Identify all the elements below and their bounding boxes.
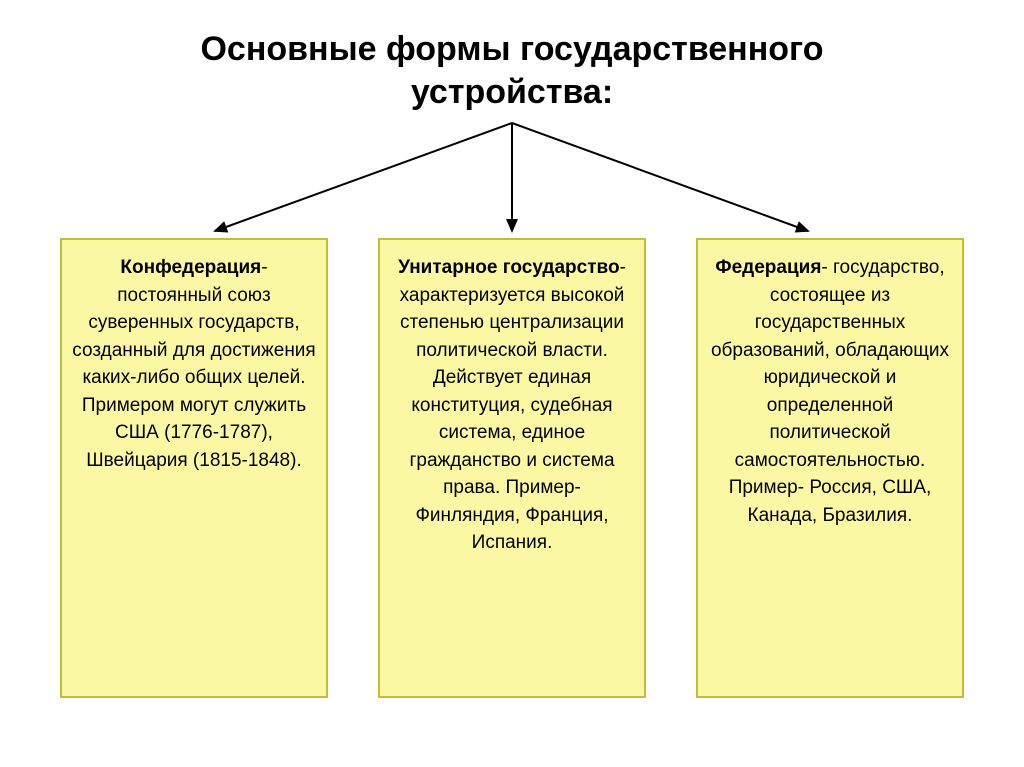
body-unitary: - характеризуется высокой степенью центр… xyxy=(400,257,626,553)
box-confederation: Конфедерация- постоянный союз суверенных… xyxy=(60,238,328,698)
box-unitary: Унитарное государство- характеризуется в… xyxy=(378,238,646,698)
term-federation: Федерация xyxy=(715,257,821,278)
branch-arrows xyxy=(0,113,1024,233)
title-line-2: устройства: xyxy=(411,73,613,111)
boxes-row: Конфедерация- постоянный союз суверенных… xyxy=(0,238,1024,698)
arrow-right xyxy=(512,123,808,231)
body-federation: - государство, состоящее из государствен… xyxy=(711,257,949,526)
title-line-1: Основные формы государственного xyxy=(200,30,823,68)
term-confederation: Конфедерация xyxy=(120,257,261,278)
diagram-title: Основные формы государственного устройст… xyxy=(0,0,1024,113)
term-unitary: Унитарное государство xyxy=(398,257,619,278)
box-federation: Федерация- государство, состоящее из гос… xyxy=(696,238,964,698)
body-confederation: - постоянный союз суверенных государств,… xyxy=(72,257,315,471)
arrow-left xyxy=(215,123,512,231)
